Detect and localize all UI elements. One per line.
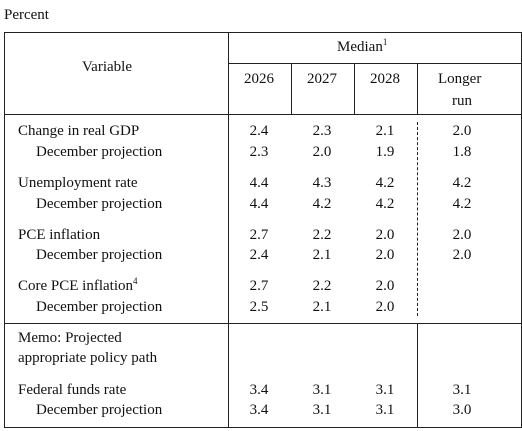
cell-unemployment-dec-2027: 4.2 xyxy=(312,196,332,212)
cell-pce-dec-longer-run: 2.0 xyxy=(452,247,472,263)
cell-pce-2026: 2.7 xyxy=(249,227,269,243)
cell-pce-longer-run: 2.0 xyxy=(452,227,472,243)
year-2027-header: 2027 xyxy=(307,71,337,87)
cell-fed-funds-2028: 3.1 xyxy=(375,382,395,398)
cell-pce-dec-2027: 2.1 xyxy=(312,247,332,263)
variable-header: Variable xyxy=(82,59,132,75)
cell-fed-funds-2027: 3.1 xyxy=(312,382,332,398)
cell-gdp-2028: 2.1 xyxy=(375,123,395,139)
col-divider-2028-longer xyxy=(417,63,418,115)
cell-gdp-dec-2026: 2.3 xyxy=(249,144,269,160)
unit-label: Percent xyxy=(4,7,49,23)
cell-gdp-dec-2028: 1.9 xyxy=(375,144,395,160)
cell-fed-funds-longer-run: 3.1 xyxy=(452,382,472,398)
cell-unemployment-dec-longer-run: 4.2 xyxy=(452,196,472,212)
row-label-fed-funds-december: December projection xyxy=(36,402,163,418)
cell-unemployment-2026: 4.4 xyxy=(249,175,269,191)
cell-pce-2028: 2.0 xyxy=(375,227,395,243)
cell-fed-funds-2026: 3.4 xyxy=(249,382,269,398)
cell-pce-2027: 2.2 xyxy=(312,227,332,243)
year-2026-header: 2026 xyxy=(244,71,274,87)
cell-unemployment-dec-2026: 4.4 xyxy=(249,196,269,212)
median-footnote: 1 xyxy=(382,37,388,47)
row-label-pce: PCE inflation xyxy=(18,227,101,243)
row-label-unemployment: Unemployment rate xyxy=(18,175,138,191)
cell-gdp-dec-longer-run: 1.8 xyxy=(452,144,472,160)
cell-unemployment-2028: 4.2 xyxy=(375,175,395,191)
cell-core-pce-2026: 2.7 xyxy=(249,278,269,294)
row-label-core-pce: Core PCE inflation4 xyxy=(18,276,138,294)
cell-core-pce-2028: 2.0 xyxy=(375,278,395,294)
cell-unemployment-dec-2028: 4.2 xyxy=(375,196,395,212)
left-border xyxy=(4,32,5,428)
memo-line-2: appropriate policy path xyxy=(18,350,158,366)
row-label-core-pce-december: December projection xyxy=(36,299,163,315)
variable-column-border xyxy=(228,32,229,428)
median-underline xyxy=(228,63,522,64)
median-header: Median1 xyxy=(337,37,388,55)
cell-gdp-longer-run: 2.0 xyxy=(452,123,472,139)
cell-core-pce-dec-2027: 2.1 xyxy=(312,299,332,315)
cell-gdp-2027: 2.3 xyxy=(312,123,332,139)
cell-unemployment-longer-run: 4.2 xyxy=(452,175,472,191)
longer-run-dashed-divider-bottom xyxy=(417,326,418,426)
memo-line-1: Memo: Projected xyxy=(18,330,122,346)
cell-gdp-2026: 2.4 xyxy=(249,123,269,139)
cell-pce-dec-2028: 2.0 xyxy=(375,247,395,263)
cell-gdp-dec-2027: 2.0 xyxy=(312,144,332,160)
bottom-rule xyxy=(4,427,522,428)
memo-rule xyxy=(4,323,522,324)
longer-run-dashed-divider-top xyxy=(417,122,418,316)
row-label-pce-december: December projection xyxy=(36,247,163,263)
row-label-gdp: Change in real GDP xyxy=(18,123,140,139)
cell-core-pce-dec-2028: 2.0 xyxy=(375,299,395,315)
cell-pce-dec-2026: 2.4 xyxy=(249,247,269,263)
cell-fed-funds-dec-longer-run: 3.0 xyxy=(452,402,472,418)
row-label-unemployment-december: December projection xyxy=(36,196,163,212)
cell-unemployment-2027: 4.3 xyxy=(312,175,332,191)
cell-core-pce-2027: 2.2 xyxy=(312,278,332,294)
core-pce-footnote: 4 xyxy=(133,276,138,286)
cell-fed-funds-dec-2027: 3.1 xyxy=(312,402,332,418)
header-rule xyxy=(4,114,522,115)
cell-fed-funds-dec-2028: 3.1 xyxy=(375,402,395,418)
cell-core-pce-dec-2026: 2.5 xyxy=(249,299,269,315)
row-label-gdp-december: December projection xyxy=(36,144,163,160)
year-2028-header: 2028 xyxy=(370,71,400,87)
top-rule xyxy=(4,32,522,33)
cell-fed-funds-dec-2026: 3.4 xyxy=(249,402,269,418)
longer-run-header-line2: run xyxy=(452,93,472,109)
col-divider-2027-2028 xyxy=(354,63,355,115)
col-divider-2026-2027 xyxy=(291,63,292,115)
row-label-fed-funds: Federal funds rate xyxy=(18,382,127,398)
longer-run-header-line1: Longer xyxy=(438,71,482,87)
